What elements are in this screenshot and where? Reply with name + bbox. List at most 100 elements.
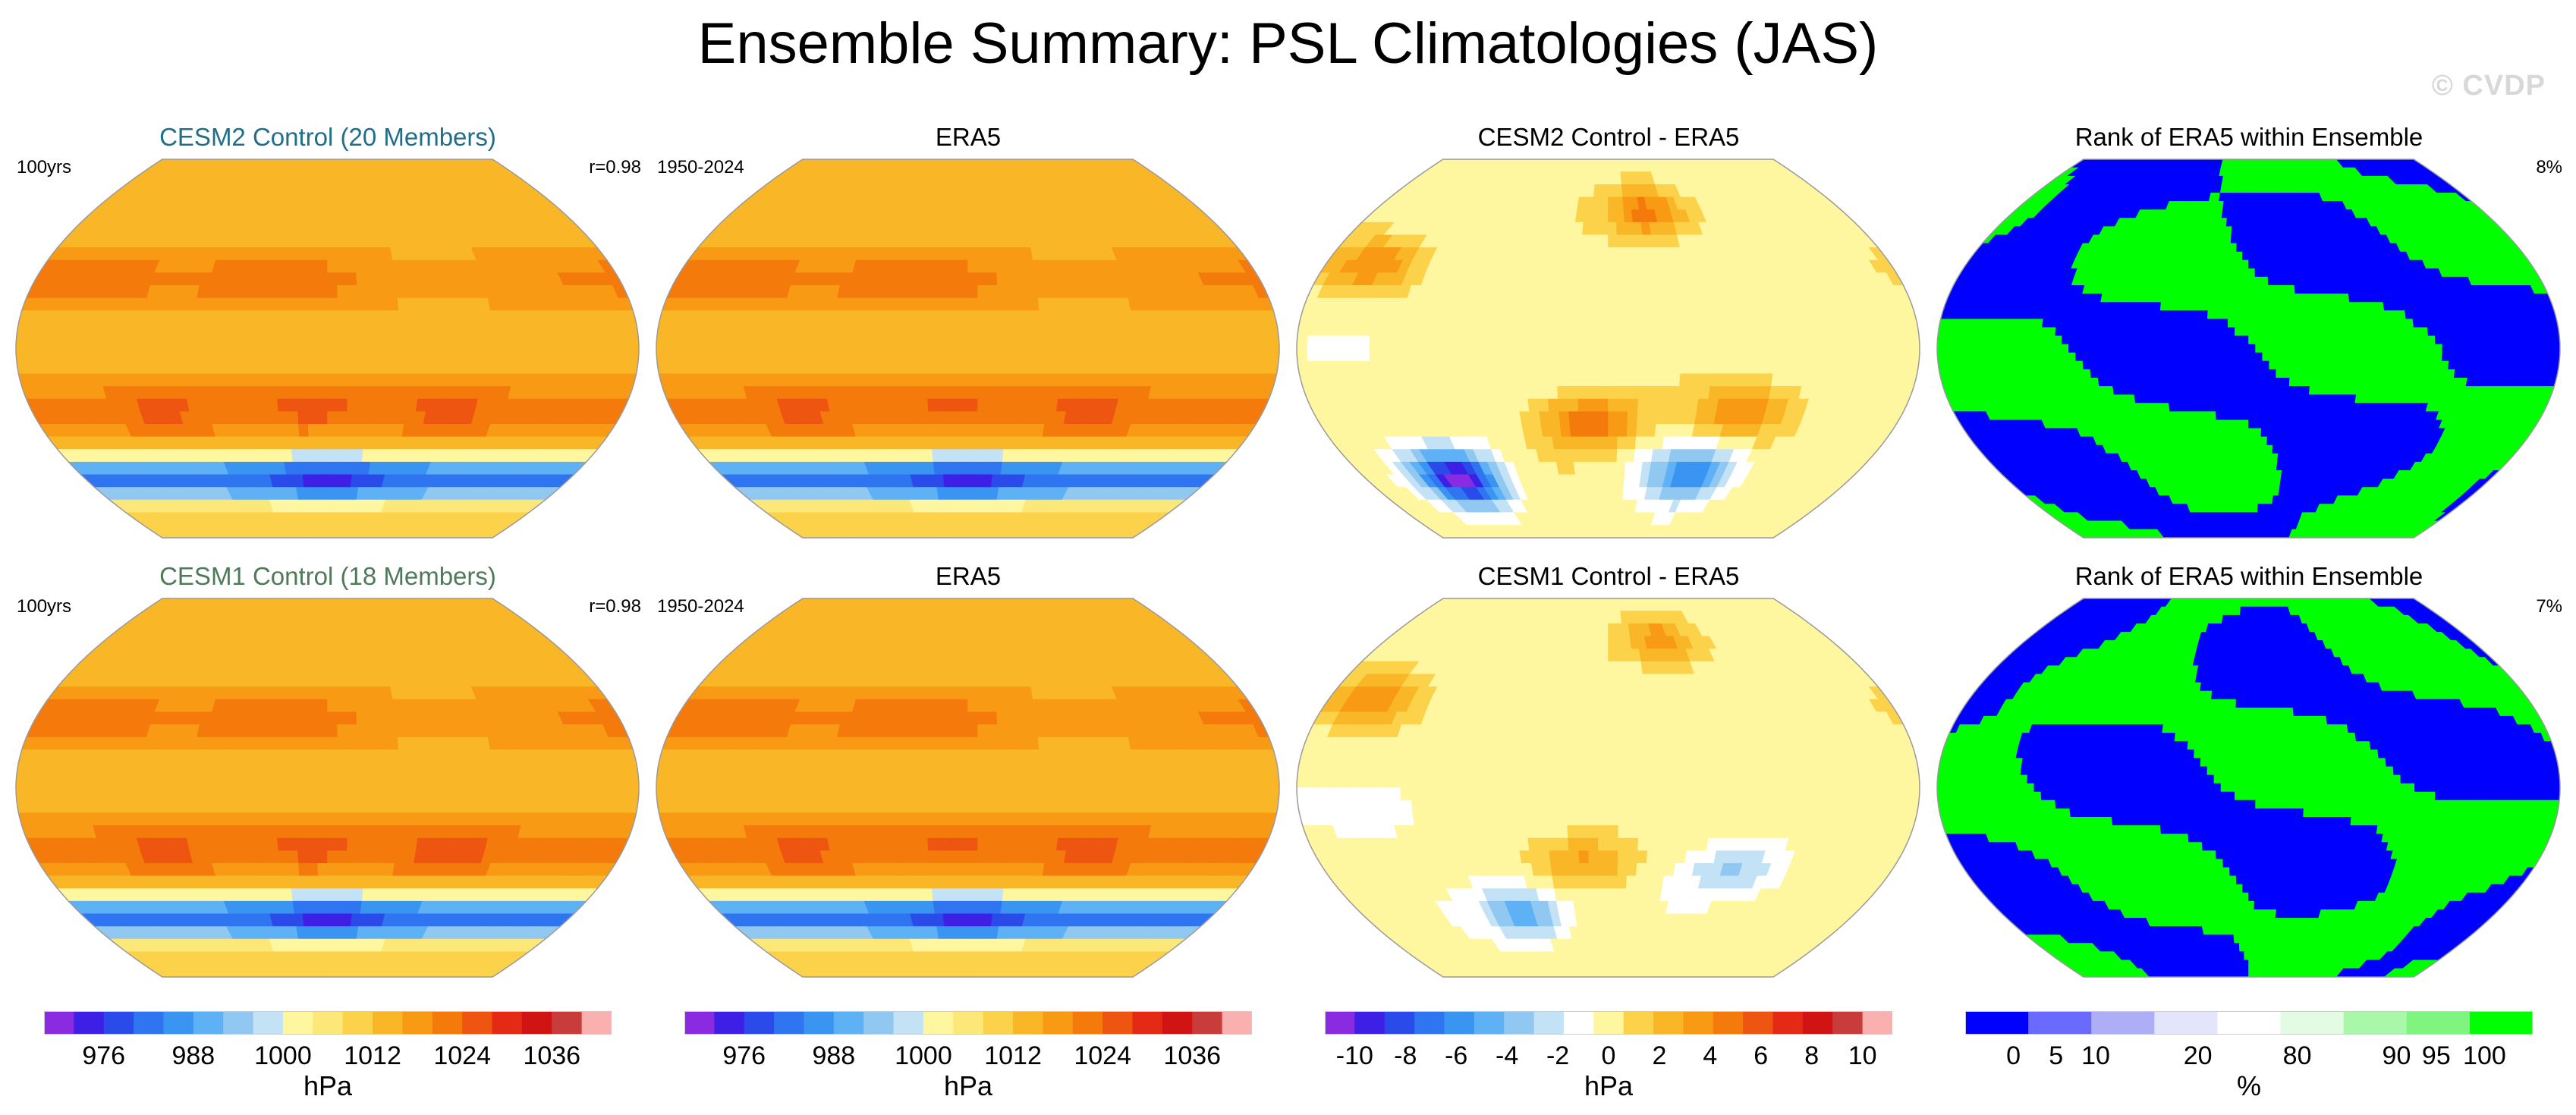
field-cell — [357, 310, 370, 324]
field-cell — [874, 335, 885, 349]
field-cell — [996, 272, 1008, 286]
field-cell — [1527, 285, 1540, 299]
field-cell — [375, 411, 387, 425]
field-cell — [750, 322, 763, 337]
field-cell — [275, 348, 287, 362]
field-cell — [596, 348, 609, 362]
field-cell — [801, 525, 826, 538]
field-cell — [299, 247, 310, 261]
field-cell — [306, 322, 318, 337]
field-cell — [942, 474, 953, 488]
field-cell — [574, 360, 587, 375]
field-cell — [285, 322, 297, 337]
field-cell — [1886, 360, 1899, 375]
field-cell — [307, 398, 318, 413]
field-cell — [451, 335, 463, 349]
field-cell — [1026, 398, 1039, 413]
field-cell — [1453, 310, 1466, 324]
field-cell — [1505, 310, 1518, 324]
field-cell — [140, 322, 153, 337]
field-cell — [130, 360, 143, 375]
field-cell — [1598, 411, 1609, 425]
field-cell — [327, 461, 337, 476]
field-cell — [988, 348, 999, 362]
field-cell — [347, 386, 359, 400]
field-cell — [316, 285, 328, 299]
field-cell — [1676, 285, 1689, 299]
field-cell — [1226, 335, 1238, 349]
field-cell — [1443, 373, 1456, 387]
field-cell — [1514, 348, 1526, 362]
field-cell — [337, 398, 348, 413]
field-cell — [760, 348, 772, 362]
field-cell — [409, 525, 426, 538]
field-cell — [223, 360, 235, 375]
field-cell — [954, 171, 962, 185]
field-cell — [194, 297, 208, 311]
field-cell — [1558, 398, 1569, 413]
field-cell — [287, 398, 298, 413]
field-cell — [461, 348, 473, 362]
field-cell — [1536, 386, 1549, 400]
field-cell — [265, 335, 276, 349]
field-cell — [1608, 159, 1615, 172]
field-cell — [1529, 411, 1542, 425]
field-cell — [885, 373, 897, 387]
field-cell — [1546, 386, 1558, 400]
field-cell — [1628, 398, 1639, 413]
field-cell — [247, 525, 263, 538]
field-cell — [1112, 322, 1124, 337]
field-cell — [1587, 348, 1599, 362]
field-cell — [161, 525, 185, 538]
field-cell — [269, 259, 282, 273]
field-cell — [1206, 348, 1218, 362]
field-cell — [760, 360, 773, 375]
field-cell — [933, 221, 944, 236]
field-cell — [310, 474, 320, 488]
field-cell — [957, 297, 968, 311]
field-cell — [305, 499, 315, 514]
field-cell — [1462, 348, 1474, 362]
field-cell — [976, 449, 986, 463]
field-cell — [1566, 310, 1578, 324]
field-cell — [307, 373, 318, 387]
field-cell — [1877, 335, 1889, 349]
field-cell — [492, 335, 505, 349]
field-cell — [885, 297, 898, 311]
field-cell — [450, 360, 463, 375]
field-cell — [309, 234, 319, 248]
field-cell — [1079, 373, 1092, 387]
field-cell — [907, 398, 920, 413]
field-cell — [1618, 322, 1630, 337]
field-cell — [1628, 285, 1639, 299]
field-cell — [1577, 348, 1588, 362]
field-cell — [986, 411, 998, 425]
field-cell — [1099, 310, 1112, 324]
field-cell — [1037, 386, 1050, 400]
field-cell — [378, 322, 390, 337]
field-cell — [16, 348, 27, 362]
field-cell — [919, 259, 931, 273]
field-cell — [327, 423, 338, 438]
field-cell — [881, 525, 897, 538]
field-cell — [544, 335, 556, 349]
field-cell — [987, 285, 999, 299]
field-cell — [791, 322, 804, 337]
field-cell — [1659, 360, 1671, 375]
field-cell — [1070, 322, 1083, 337]
field-cell — [316, 310, 328, 324]
field-cell — [1669, 322, 1681, 337]
field-cell — [1638, 310, 1650, 324]
field-cell — [823, 310, 836, 324]
field-cell — [958, 247, 968, 261]
field-cell — [954, 512, 962, 526]
field-cell — [480, 525, 506, 538]
field-cell — [940, 234, 951, 248]
field-cell — [306, 335, 318, 349]
field-cell — [1005, 411, 1018, 425]
field-cell — [919, 423, 931, 438]
field-cell — [1526, 386, 1539, 400]
field-cell — [216, 525, 234, 538]
field-cell — [656, 335, 668, 349]
field-cell — [1014, 259, 1026, 273]
